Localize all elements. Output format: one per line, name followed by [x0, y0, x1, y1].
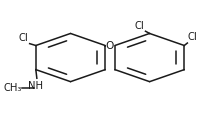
Text: Cl: Cl: [188, 32, 198, 42]
Text: O: O: [106, 40, 114, 50]
Text: Cl: Cl: [135, 21, 144, 31]
Text: CH₃: CH₃: [3, 82, 22, 92]
Text: Cl: Cl: [19, 33, 29, 43]
Text: NH: NH: [28, 81, 43, 91]
